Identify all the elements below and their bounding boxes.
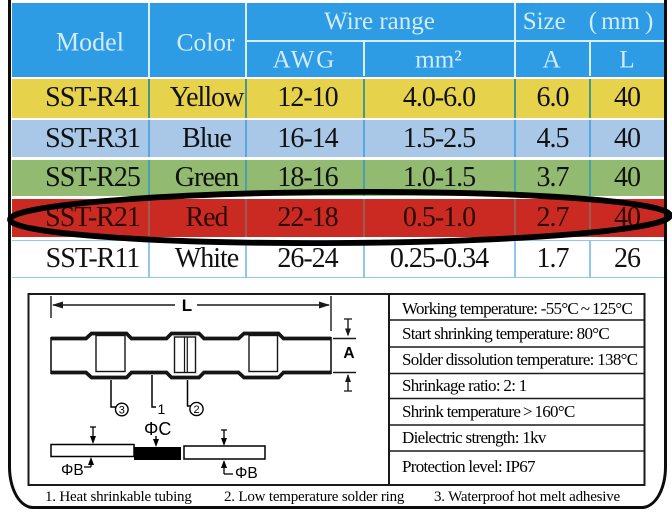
svg-text:2: 2 [193,404,199,416]
svg-text:3: 3 [119,405,125,417]
